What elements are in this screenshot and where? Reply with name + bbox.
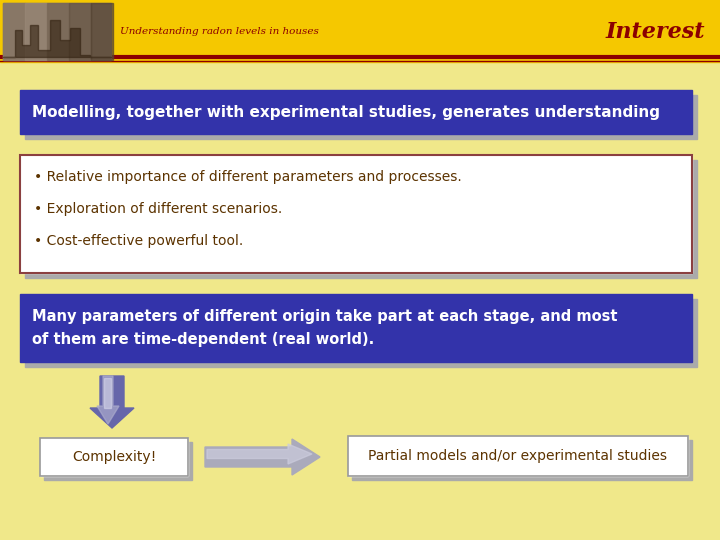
FancyArrow shape xyxy=(97,376,119,424)
Text: Complexity!: Complexity! xyxy=(72,450,156,464)
FancyArrow shape xyxy=(90,376,134,428)
Bar xyxy=(20,155,692,273)
Bar xyxy=(20,90,692,134)
Bar xyxy=(25,3,47,60)
Bar xyxy=(25,299,697,367)
Text: Modelling, together with experimental studies, generates understanding: Modelling, together with experimental st… xyxy=(32,105,660,119)
Bar xyxy=(348,436,688,476)
FancyArrow shape xyxy=(205,439,320,475)
Bar xyxy=(20,155,692,273)
Bar xyxy=(25,95,697,139)
Bar xyxy=(352,440,692,480)
Text: • Exploration of different scenarios.: • Exploration of different scenarios. xyxy=(34,202,282,216)
FancyArrow shape xyxy=(207,444,312,464)
Text: Many parameters of different origin take part at each stage, and most
of them ar: Many parameters of different origin take… xyxy=(32,309,618,347)
Bar xyxy=(3,3,111,60)
Bar xyxy=(40,438,188,476)
Text: • Cost-effective powerful tool.: • Cost-effective powerful tool. xyxy=(34,234,243,248)
Bar xyxy=(0,0,720,62)
FancyArrow shape xyxy=(104,378,110,408)
Bar xyxy=(47,3,69,60)
Bar xyxy=(348,436,688,476)
Text: Partial models and/or experimental studies: Partial models and/or experimental studi… xyxy=(369,449,667,463)
Bar xyxy=(40,438,188,476)
Text: Understanding radon levels in houses: Understanding radon levels in houses xyxy=(120,28,319,37)
Polygon shape xyxy=(3,20,111,57)
Bar xyxy=(3,3,25,60)
Bar xyxy=(20,294,692,362)
Text: • Relative importance of different parameters and processes.: • Relative importance of different param… xyxy=(34,170,462,184)
Bar xyxy=(91,3,113,60)
Bar xyxy=(44,442,192,480)
Text: Interest: Interest xyxy=(606,21,705,43)
Bar xyxy=(69,3,91,60)
Bar xyxy=(25,160,697,278)
